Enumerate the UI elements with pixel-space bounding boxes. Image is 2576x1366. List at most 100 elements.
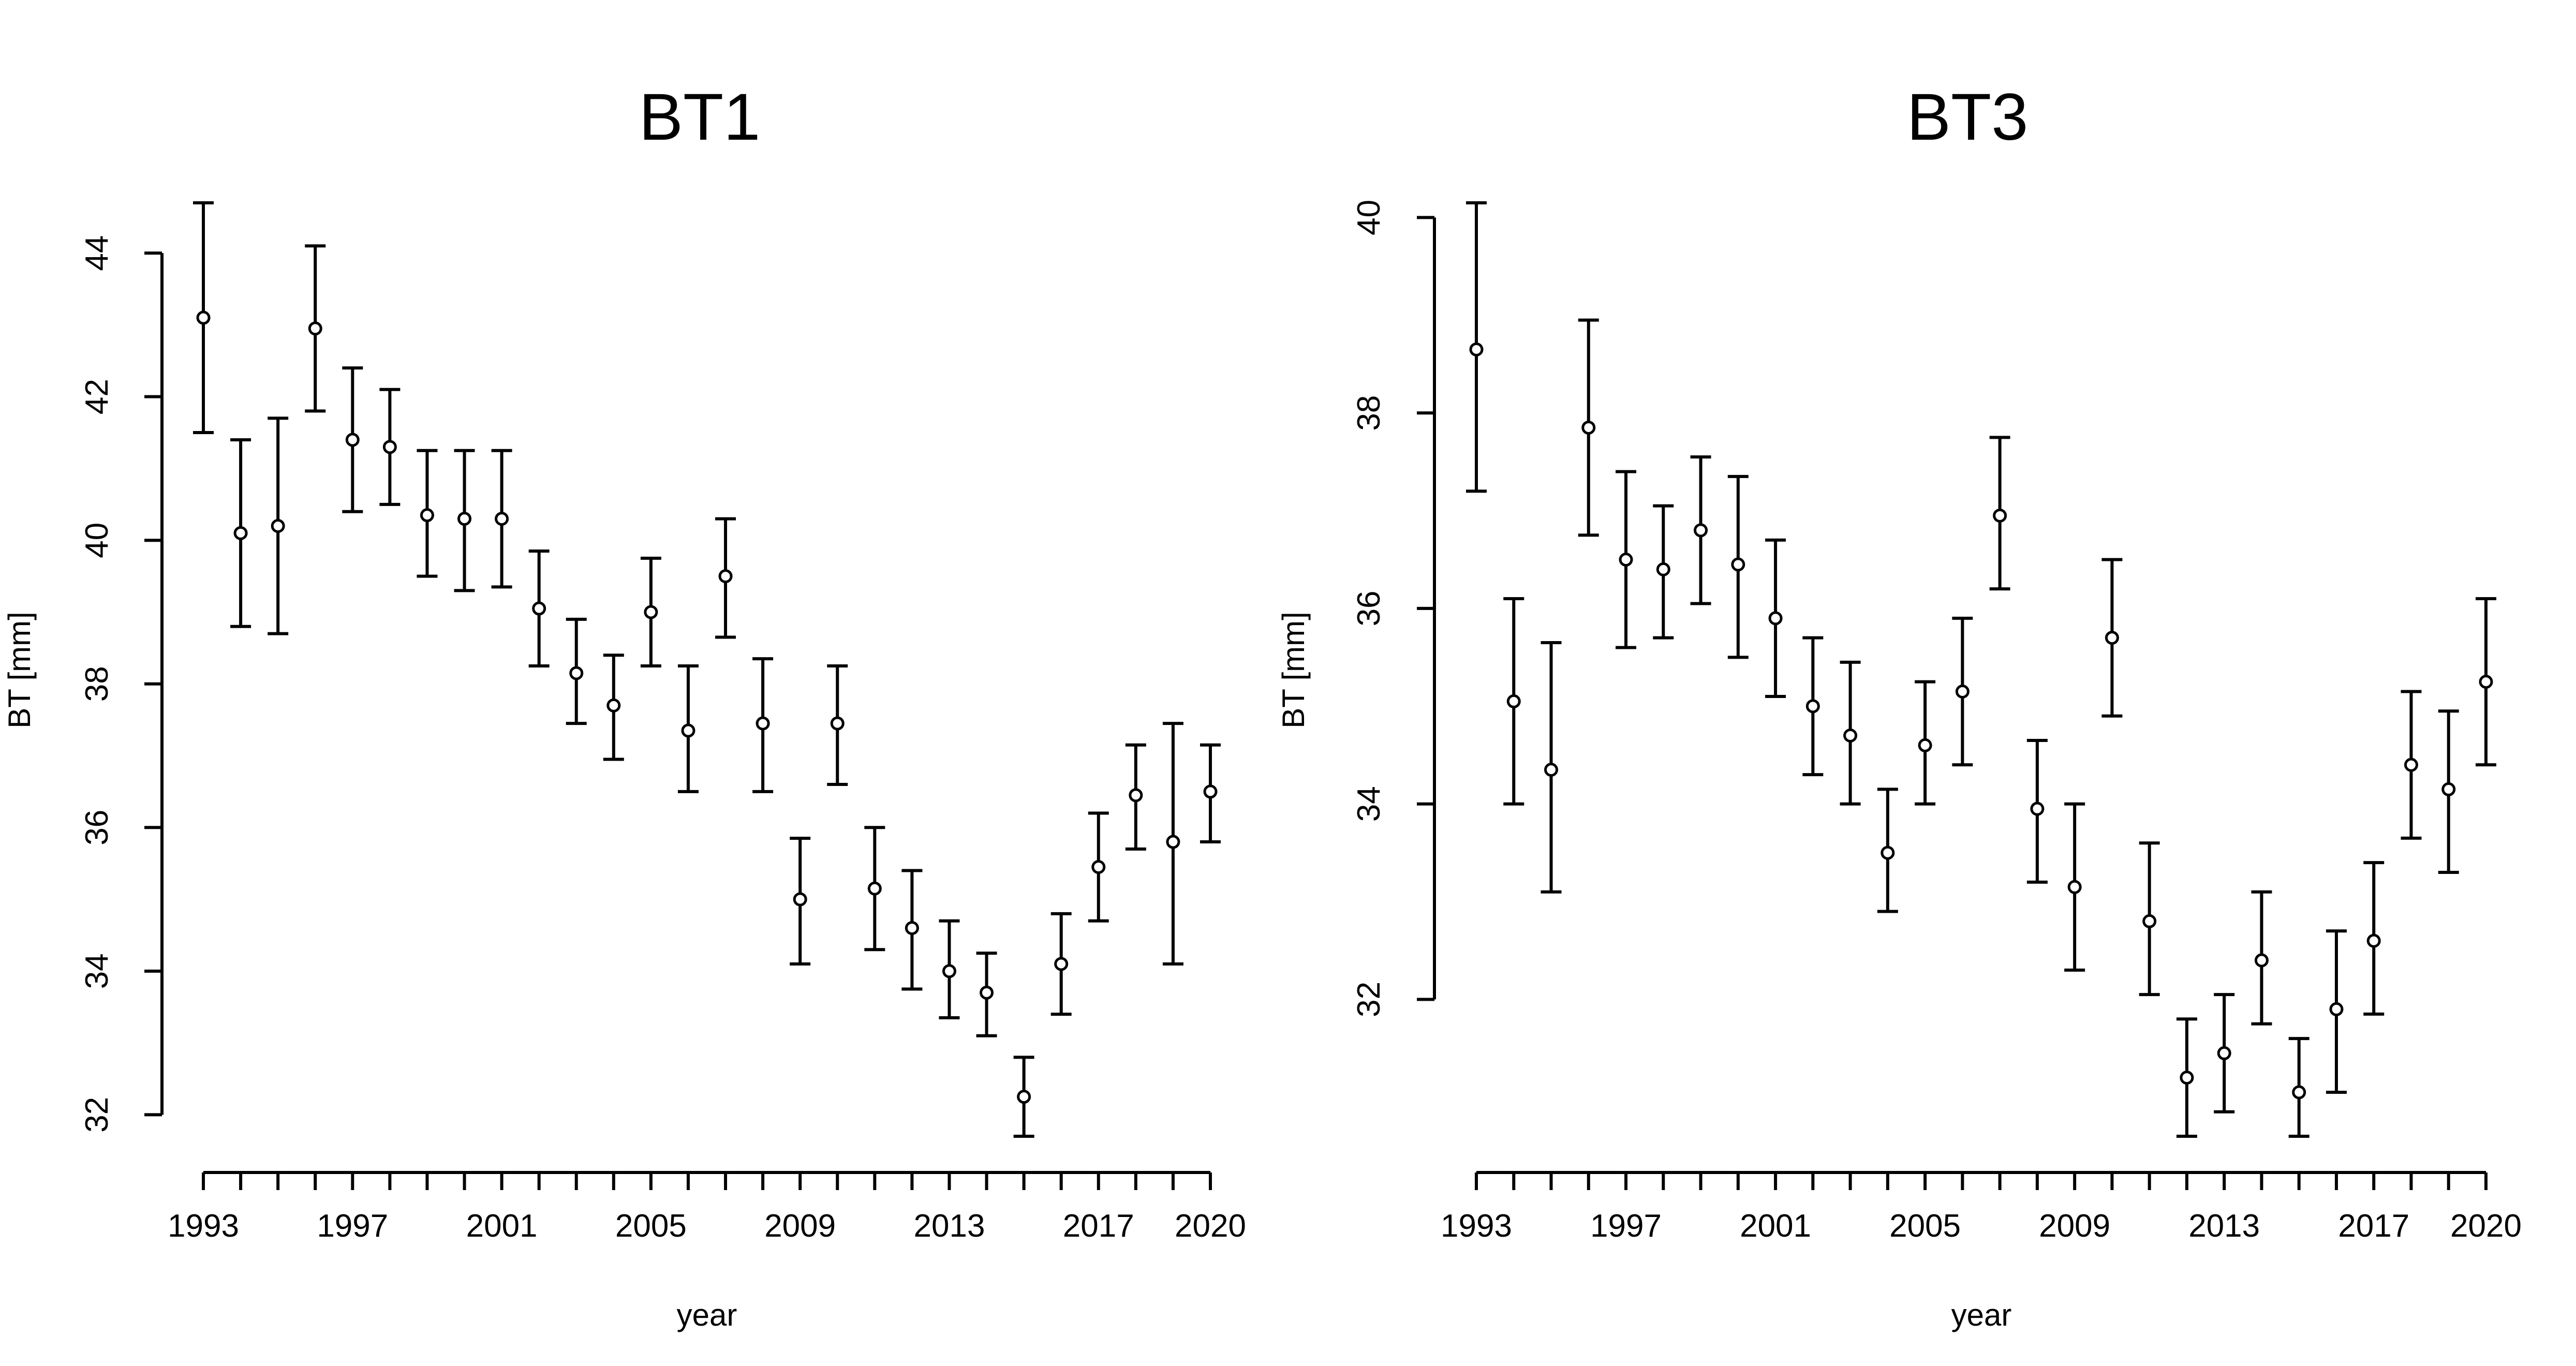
data-point-group bbox=[2026, 738, 2048, 884]
data-point-group bbox=[640, 556, 661, 668]
data-point bbox=[1091, 860, 1106, 874]
data-point bbox=[2180, 1071, 2194, 1085]
data-point bbox=[420, 508, 434, 523]
data-point-group bbox=[1616, 470, 1637, 649]
data-point-group bbox=[1013, 1056, 1034, 1138]
data-point-group bbox=[2288, 1037, 2309, 1138]
error-bar-series bbox=[1466, 201, 2496, 1138]
data-point-group bbox=[939, 919, 960, 1020]
data-point-group bbox=[193, 201, 214, 435]
data-point bbox=[2030, 801, 2045, 816]
y-tick-label: 40 bbox=[79, 523, 115, 558]
x-tick-label: 2017 bbox=[1063, 1208, 1134, 1244]
data-point bbox=[1129, 788, 1143, 803]
data-point bbox=[2105, 631, 2119, 645]
data-point bbox=[271, 518, 285, 533]
data-point bbox=[1731, 557, 1745, 572]
y-tick-label: 36 bbox=[79, 810, 115, 845]
data-point bbox=[1544, 763, 1559, 777]
data-point bbox=[1656, 562, 1670, 576]
data-point-group bbox=[1952, 616, 1973, 767]
data-point bbox=[1506, 694, 1521, 708]
y-tick-label: 32 bbox=[79, 1097, 115, 1133]
data-point-group bbox=[603, 654, 624, 761]
data-point-group bbox=[901, 869, 923, 991]
data-point bbox=[1619, 552, 1633, 567]
data-point-group bbox=[1541, 641, 1562, 894]
data-point bbox=[1881, 845, 1895, 860]
y-axis-label: BT [mm] bbox=[1276, 612, 1311, 729]
data-point bbox=[2254, 953, 2269, 968]
data-point bbox=[1469, 342, 1484, 357]
data-point bbox=[2217, 1046, 2231, 1060]
y-tick-label: 38 bbox=[1351, 395, 1387, 431]
y-tick-label: 38 bbox=[79, 666, 115, 702]
y-axis-label: BT [mm] bbox=[2, 612, 37, 729]
y-tick-label: 36 bbox=[1351, 590, 1387, 626]
data-point-group bbox=[2101, 558, 2123, 718]
x-axis-label: year bbox=[1951, 1298, 2012, 1332]
data-point-group bbox=[379, 388, 401, 506]
data-point-group bbox=[1088, 811, 1109, 923]
data-point bbox=[2366, 933, 2381, 948]
data-point-group bbox=[1877, 788, 1898, 913]
data-point bbox=[644, 605, 658, 619]
data-point-group bbox=[2438, 709, 2459, 874]
data-point-group bbox=[566, 617, 587, 725]
data-point bbox=[905, 921, 919, 936]
y-tick-label: 44 bbox=[79, 235, 115, 271]
chart-title: BT1 bbox=[639, 80, 761, 154]
data-point-group bbox=[752, 657, 774, 793]
data-point bbox=[1993, 508, 2007, 523]
x-tick-label: 2013 bbox=[2188, 1208, 2260, 1244]
x-tick-label: 2009 bbox=[764, 1208, 836, 1244]
data-point bbox=[830, 716, 845, 731]
data-point bbox=[532, 601, 546, 616]
x-tick-label: 2005 bbox=[1889, 1208, 1961, 1244]
data-point bbox=[1166, 835, 1180, 849]
error-bar-series bbox=[193, 201, 1221, 1138]
data-point bbox=[1955, 685, 1970, 699]
data-point bbox=[1843, 729, 1858, 743]
data-point-group bbox=[417, 449, 438, 578]
data-point-group bbox=[1765, 538, 1786, 698]
data-point-group bbox=[1578, 318, 1599, 537]
y-tick-label: 40 bbox=[1351, 200, 1387, 235]
data-point bbox=[457, 512, 472, 526]
data-point-group bbox=[1840, 660, 1861, 806]
data-point-group bbox=[268, 417, 289, 635]
data-point-group bbox=[230, 438, 251, 628]
x-tick-label: 2013 bbox=[914, 1208, 985, 1244]
data-point-group bbox=[2251, 890, 2272, 1026]
data-point bbox=[196, 310, 211, 325]
data-point-group bbox=[1653, 504, 1674, 640]
data-point-group bbox=[1727, 474, 1749, 659]
data-point-group bbox=[864, 826, 885, 952]
data-point-group bbox=[305, 244, 326, 413]
data-point-group bbox=[1802, 636, 1824, 777]
data-point bbox=[942, 964, 956, 978]
data-point-group bbox=[454, 449, 475, 592]
x-tick-label: 1993 bbox=[1441, 1208, 1512, 1244]
data-point bbox=[606, 698, 621, 712]
data-point bbox=[1581, 420, 1596, 435]
data-point-group bbox=[1915, 680, 1936, 806]
data-point bbox=[2479, 675, 2493, 689]
y-tick-label: 32 bbox=[1351, 982, 1387, 1017]
data-point bbox=[2142, 914, 2157, 928]
data-point bbox=[382, 440, 397, 454]
data-point bbox=[681, 723, 695, 738]
data-point bbox=[308, 321, 322, 336]
data-point-group bbox=[2363, 861, 2385, 1016]
y-tick-label: 34 bbox=[79, 953, 115, 989]
data-point bbox=[1768, 611, 1783, 626]
x-tick-label: 2009 bbox=[2039, 1208, 2110, 1244]
y-axis: 32 34 36 38 40 42 44 bbox=[79, 235, 164, 1133]
data-point-group bbox=[2064, 802, 2085, 972]
data-point-group bbox=[2176, 1017, 2197, 1138]
x-tick-label: 2005 bbox=[615, 1208, 687, 1244]
data-point-group bbox=[491, 449, 512, 589]
data-point-group bbox=[2401, 690, 2422, 840]
chart-title: BT3 bbox=[1907, 80, 2029, 154]
